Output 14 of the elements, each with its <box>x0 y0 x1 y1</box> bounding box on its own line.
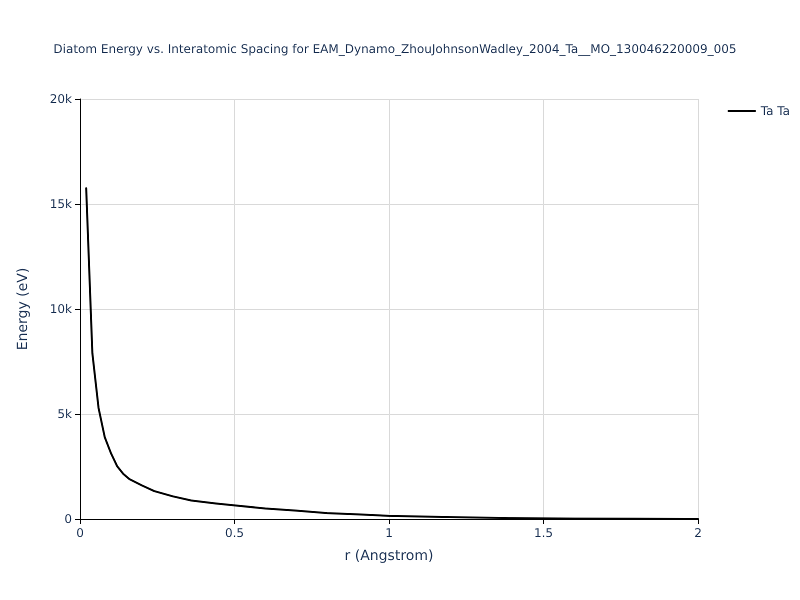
y-tick-label: 5k <box>57 407 72 421</box>
x-axis-title: r (Angstrom) <box>344 548 434 564</box>
y-tick-label: 10k <box>50 302 72 316</box>
x-tick-label: 2 <box>694 526 702 540</box>
x-tick-label: 0.5 <box>224 526 244 540</box>
y-tick-label: 20k <box>50 92 72 106</box>
legend-label: Ta Ta <box>760 104 790 118</box>
y-axis-title: Energy (eV) <box>15 268 31 350</box>
y-tick-label: 0 <box>64 512 72 526</box>
x-tick-label: 1 <box>385 526 393 540</box>
x-tick-label: 0 <box>76 526 84 540</box>
chart-title: Diatom Energy vs. Interatomic Spacing for EAM_Dynamo_ZhouJohnsonWadley_2004_Ta__MO_130046220009_005 <box>53 42 737 56</box>
y-tick-label: 15k <box>50 197 72 211</box>
x-tick-label: 1.5 <box>534 526 554 540</box>
